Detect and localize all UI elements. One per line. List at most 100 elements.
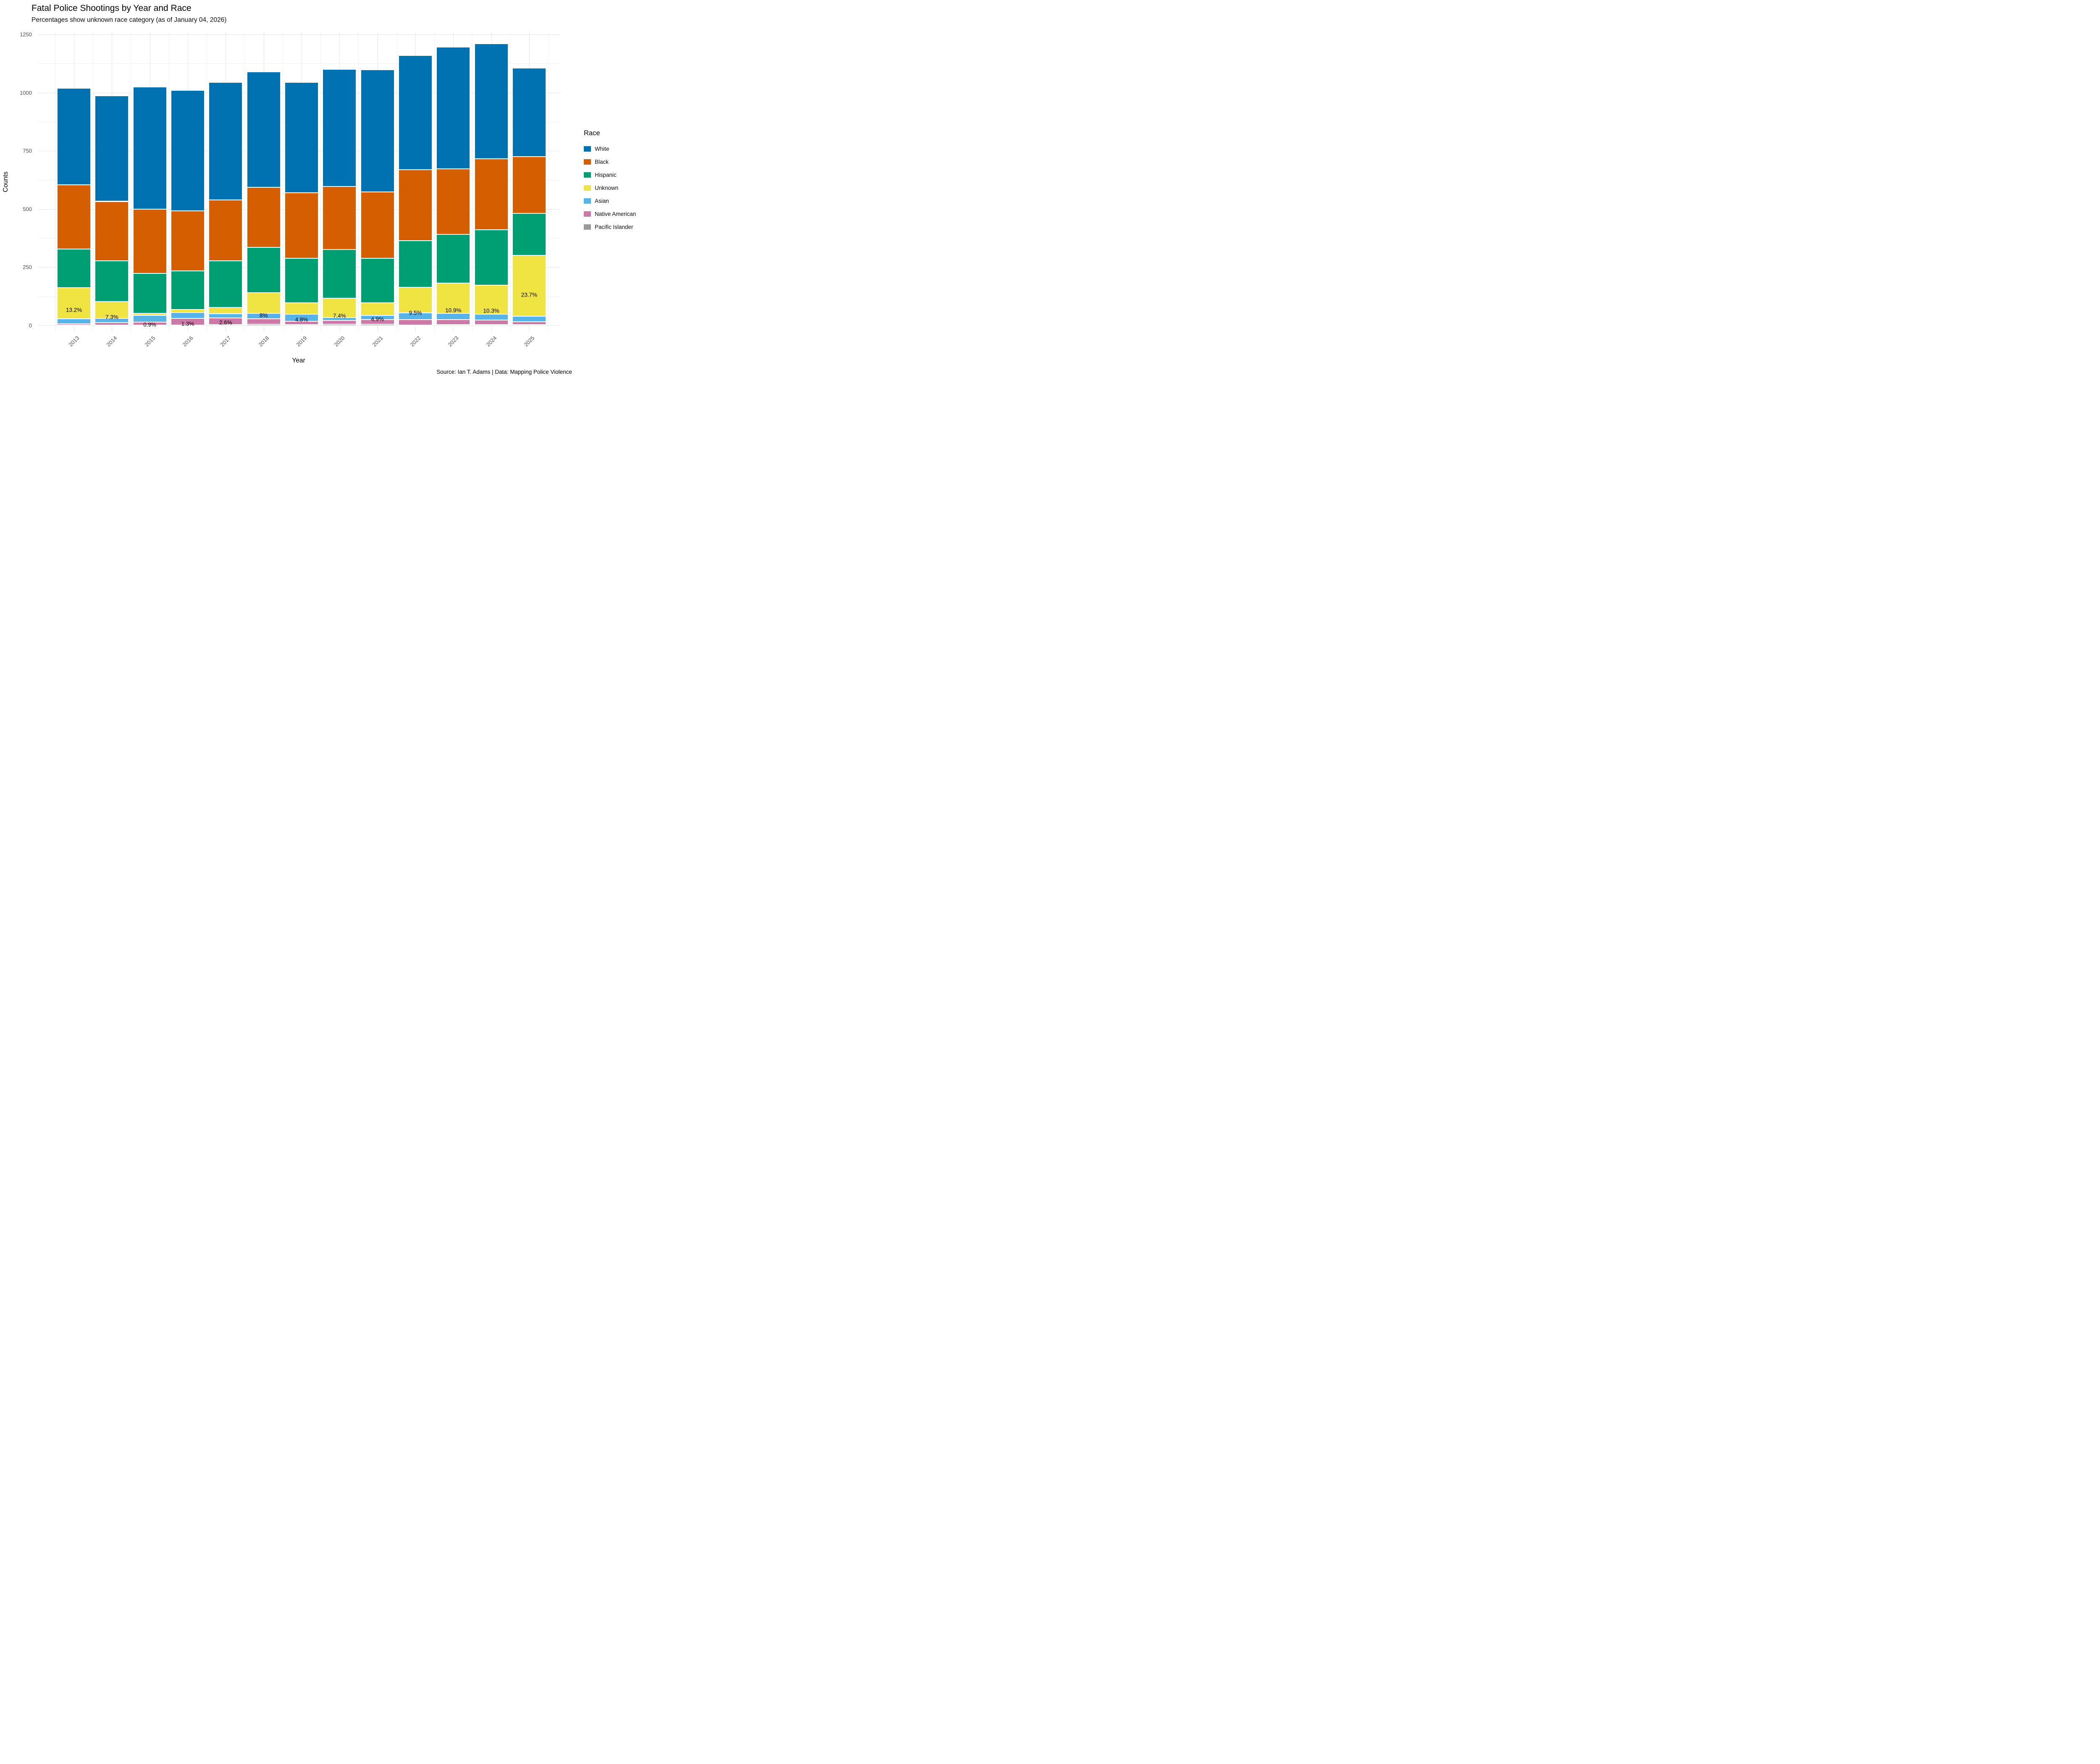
legend-label: Pacific Islander [595, 224, 633, 230]
x-tick-label-2019: 2019 [295, 335, 308, 348]
y-tick-label-0: 0 [29, 322, 32, 329]
bar-segment-native-american-2014 [95, 323, 129, 325]
legend-item-hispanic: Hispanic [584, 168, 636, 181]
x-tick-label-2013: 2013 [67, 335, 81, 348]
bar-segment-black-2017 [209, 200, 243, 261]
bar-segment-hispanic-2015 [133, 273, 167, 313]
x-tick-label-2024: 2024 [485, 335, 498, 348]
legend-swatch-native-american [584, 211, 591, 217]
bar-segment-black-2020 [323, 186, 357, 249]
chart-subtitle: Percentages show unknown race category (… [32, 16, 227, 24]
legend-item-white: White [584, 142, 636, 155]
bar-segment-hispanic-2023 [436, 234, 470, 284]
bar-segment-white-2017 [209, 82, 243, 200]
bar-segment-asian-2017 [209, 313, 243, 318]
bar-segment-hispanic-2022 [398, 241, 432, 288]
y-tick-label-1000: 1000 [20, 89, 32, 96]
bar-segment-asian-2015 [133, 315, 167, 323]
x-minor-gridline [548, 33, 549, 332]
bar-segment-hispanic-2020 [323, 249, 357, 299]
y-tick-label-500: 500 [23, 206, 32, 213]
unknown-percent-label-2025: 23.7% [521, 291, 538, 298]
y-axis-title: Counts [2, 171, 9, 192]
chart-title: Fatal Police Shootings by Year and Race [32, 3, 192, 13]
bar-segment-pacific-islander-2021 [360, 324, 394, 326]
bar-segment-native-american-2017 [209, 318, 243, 325]
x-minor-gridline [320, 33, 321, 332]
bar-segment-hispanic-2014 [95, 261, 129, 302]
bar-segment-unknown-2017 [209, 307, 243, 314]
bar-segment-native-american-2020 [323, 320, 357, 325]
bar-segment-white-2018 [247, 71, 281, 188]
y-minor-gridline [38, 63, 559, 64]
unknown-percent-label-2023: 10.9% [445, 307, 462, 314]
bar-segment-asian-2016 [171, 312, 205, 319]
bar-segment-unknown-2019 [284, 302, 318, 315]
bar-segment-asian-2013 [57, 319, 91, 324]
x-minor-gridline [434, 33, 435, 332]
bar-segment-unknown-2015 [133, 313, 167, 315]
y-major-gridline [38, 34, 559, 35]
unknown-percent-label-2017: 2.6% [219, 319, 232, 326]
bar-segment-native-american-2019 [284, 321, 318, 325]
x-minor-gridline [244, 33, 245, 332]
bar-segment-white-2020 [323, 69, 357, 187]
x-tick-label-2014: 2014 [105, 335, 118, 348]
bar-segment-white-2025 [512, 68, 546, 157]
bar-segment-unknown-2018 [247, 293, 281, 313]
unknown-percent-label-2018: 8% [259, 312, 268, 319]
x-tick-label-2017: 2017 [219, 335, 232, 348]
bar-segment-unknown-2023 [436, 283, 470, 314]
bar-segment-pacific-islander-2017 [209, 325, 243, 326]
legend-label: White [595, 146, 609, 152]
bar-segment-white-2019 [284, 82, 318, 193]
bar-segment-black-2018 [247, 187, 281, 247]
x-minor-gridline [396, 33, 397, 332]
bar-segment-white-2021 [360, 70, 394, 192]
bar-segment-native-american-2022 [398, 320, 432, 326]
bar-segment-black-2024 [474, 159, 508, 230]
bar-segment-pacific-islander-2025 [512, 325, 546, 326]
bar-segment-hispanic-2013 [57, 249, 91, 288]
x-tick-label-2018: 2018 [257, 335, 270, 348]
bar-segment-white-2016 [171, 90, 205, 211]
bar-segment-black-2023 [436, 169, 470, 234]
bar-segment-pacific-islander-2023 [436, 324, 470, 326]
bar-segment-hispanic-2016 [171, 270, 205, 310]
bar-segment-white-2014 [95, 95, 129, 202]
chart-figure: Fatal Police Shootings by Year and Race … [0, 0, 649, 378]
bar-segment-black-2021 [360, 192, 394, 259]
bar-segment-asian-2020 [323, 317, 357, 321]
bar-segment-hispanic-2018 [247, 247, 281, 293]
legend-item-pacific-islander: Pacific Islander [584, 220, 636, 234]
bar-segment-black-2019 [284, 192, 318, 259]
bar-segment-asian-2023 [436, 313, 470, 320]
bar-segment-asian-2025 [512, 316, 546, 322]
bar-segment-hispanic-2021 [360, 258, 394, 303]
bar-segment-white-2023 [436, 47, 470, 169]
bar-segment-unknown-2025 [512, 255, 546, 317]
bar-segment-hispanic-2019 [284, 258, 318, 303]
bar-segment-black-2016 [171, 210, 205, 271]
bar-segment-pacific-islander-2019 [284, 324, 318, 326]
legend-swatch-unknown [584, 185, 591, 191]
bar-segment-asian-2018 [247, 313, 281, 319]
x-tick-label-2025: 2025 [522, 335, 536, 348]
bar-segment-pacific-islander-2018 [247, 324, 281, 326]
x-tick-label-2022: 2022 [409, 335, 422, 348]
bar-segment-asian-2014 [95, 318, 129, 323]
legend-swatch-asian [584, 198, 591, 204]
legend-item-black: Black [584, 155, 636, 168]
bar-segment-native-american-2016 [171, 318, 205, 325]
bar-segment-unknown-2013 [57, 287, 91, 319]
bar-segment-unknown-2014 [95, 302, 129, 319]
bar-segment-unknown-2021 [360, 302, 394, 315]
bar-segment-black-2025 [512, 156, 546, 214]
bar-segment-asian-2022 [398, 313, 432, 320]
legend-label: Unknown [595, 185, 619, 191]
bar-segment-pacific-islander-2022 [398, 325, 432, 326]
bar-segment-asian-2019 [284, 314, 318, 321]
bar-segment-native-american-2013 [57, 324, 91, 325]
bar-segment-black-2015 [133, 209, 167, 274]
legend-swatch-pacific-islander [584, 224, 591, 230]
